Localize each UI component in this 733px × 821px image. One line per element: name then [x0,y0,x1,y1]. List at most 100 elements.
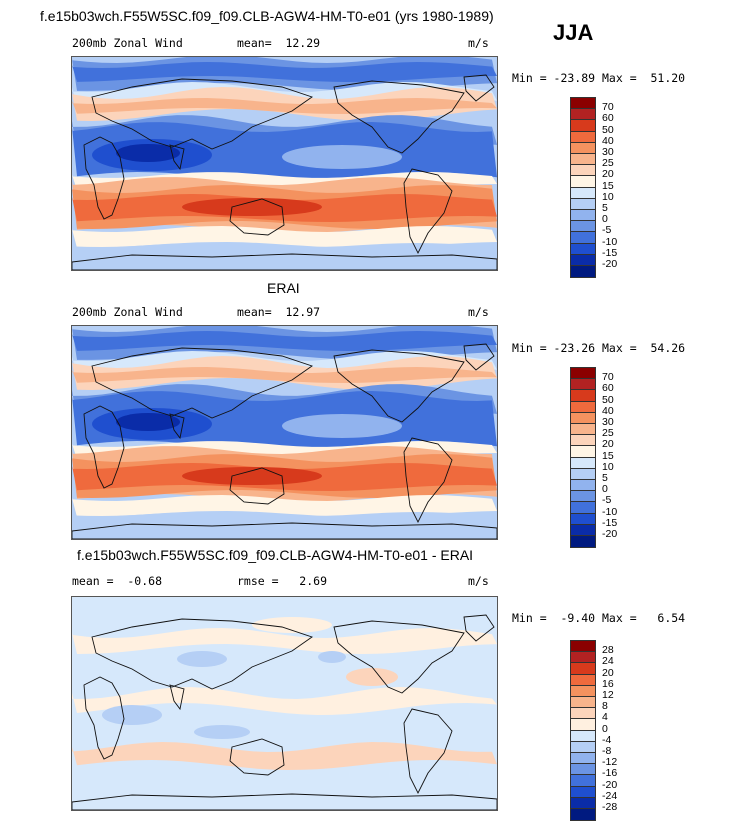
panel3-map [71,596,498,811]
coastline [169,684,185,711]
contour-band [177,651,227,667]
colorbar-label: 12 [602,689,614,701]
colorbar-label: 30 [602,416,614,428]
colorbar-label: -12 [602,756,618,769]
main-title: f.e15b03wch.F55W5SC.f09_f09.CLB-AGW4-HM-… [40,8,494,24]
colorbar-label: 20 [602,438,614,451]
colorbar-label: -20 [602,258,618,270]
coastline [83,405,125,489]
colorbar-label: -4 [602,733,612,746]
colorbar-label: 24 [602,655,614,668]
coastline [169,144,185,171]
colorbar-label: 0 [602,722,608,735]
colorbar-label: 10 [602,190,614,203]
coastline [333,620,465,694]
panel1-minmax: Min = -23.89 Max = 51.20 [512,71,686,85]
coastline [169,413,185,440]
coastline [72,793,497,810]
colorbar-label: 70 [602,371,614,384]
colorbar-label: 15 [602,449,614,462]
contour-band [318,651,346,663]
panel3-title: f.e15b03wch.F55W5SC.f09_f09.CLB-AGW4-HM-… [77,547,474,563]
contour-band [282,145,402,169]
coastline [91,78,313,150]
panel2-minmax: Min = -23.26 Max = 54.26 [512,341,686,355]
coastline [403,437,453,524]
colorbar-swatch [570,265,596,279]
colorbar-label: -5 [602,224,612,237]
contour-band [72,367,497,383]
colorbar-label: -24 [602,789,618,802]
contour-band [72,243,497,270]
contour-band [252,617,332,633]
colorbar-label: -10 [602,505,618,518]
colorbar-label: 5 [602,202,608,214]
colorbar-label: 50 [602,393,614,406]
colorbar-label: 8 [602,700,608,713]
panel2-title: ERAI [267,280,300,296]
colorbar-label: 4 [602,711,608,724]
panel1-map-plot [72,57,497,270]
contour-band [72,495,497,517]
colorbar-label: 20 [602,666,614,679]
colorbar-swatch [570,808,596,821]
contour-band [282,414,402,438]
colorbar-label: -16 [602,767,618,780]
panel3-minmax: Min = -9.40 Max = 6.54 [512,611,686,625]
contour-band [194,725,250,739]
colorbar-label: 16 [602,677,614,690]
panel2-map [71,325,498,540]
coastline [463,343,495,371]
coastline [83,676,125,760]
coastline [229,198,285,236]
season-label: JJA [553,20,594,45]
contour-band [72,742,497,770]
coastline [91,618,313,690]
coastline [72,253,497,270]
jet-core [182,198,322,216]
coastline [229,467,285,505]
colorbar-label: 40 [602,404,614,417]
colorbar-label: -15 [602,246,618,259]
colorbar-label: -8 [602,745,612,757]
contour-band [72,62,497,82]
panel1-map [71,56,498,271]
colorbar-label: 60 [602,112,614,125]
coastline [403,168,453,255]
coastline [333,80,465,154]
easterly-core [116,413,180,431]
contour-band [72,226,497,248]
colorbar-label: 0 [602,483,608,496]
colorbar-label: 10 [602,460,614,473]
colorbar-label: 0 [602,213,608,226]
colorbar-label: 60 [602,382,614,395]
contour-band [72,687,497,715]
colorbar-label: 70 [602,101,614,114]
colorbar-label: -20 [602,778,618,791]
colorbar-label: 28 [602,644,614,657]
coastline [333,349,465,423]
colorbar-label: 20 [602,168,614,181]
panel3-units: m/s [468,574,489,588]
panel1-mean-label: mean= 12.29 [237,36,321,50]
coastline [229,738,285,776]
contour-band [102,705,162,725]
contour-band [346,668,398,686]
jet-core [182,467,322,485]
colorbar-label: 50 [602,123,614,136]
coastline [463,74,495,102]
colorbar-label: 5 [602,472,608,484]
contour-band [72,98,497,114]
colorbar-label: 25 [602,157,614,170]
contour-band [72,331,497,351]
panel3-rmse-label: rmse = 2.69 [237,574,328,588]
colorbar-label: 30 [602,146,614,158]
colorbar-label: -28 [602,801,618,813]
panel1-left-label: 200mb Zonal Wind [72,36,183,50]
panel2-map-plot [72,326,497,539]
colorbar-label: 15 [602,179,614,192]
colorbar-label: -15 [602,516,618,529]
colorbar-label: -20 [602,528,618,540]
panel2-left-label: 200mb Zonal Wind [72,305,183,319]
colorbar-label: -5 [602,494,612,507]
